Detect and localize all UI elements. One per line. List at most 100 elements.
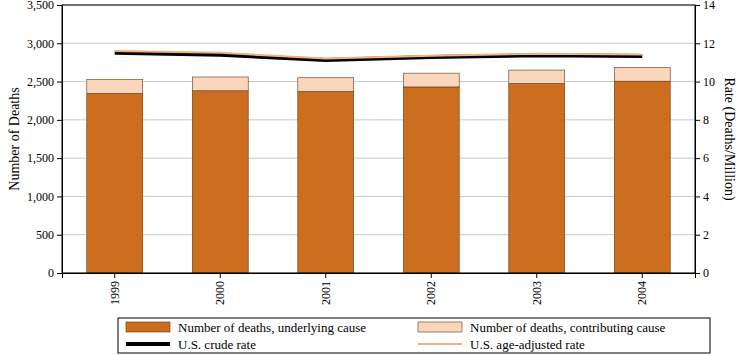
tick-mark [57, 235, 62, 236]
tick-label: 2002 [424, 281, 438, 305]
tick-mark [57, 196, 62, 197]
legend-label: Number of deaths, contributing cause [470, 320, 666, 335]
grid-line [62, 43, 695, 44]
tick: 6 [695, 151, 709, 165]
tick-mark [114, 273, 115, 278]
axis-line [57, 6, 63, 274]
tick-mark [57, 43, 62, 44]
tick-mark [695, 120, 700, 121]
y-axis-title: Number of Deaths [7, 87, 22, 190]
tick: 1,000 [27, 190, 62, 204]
tick: 3,500 [27, 0, 62, 12]
tick-mark [325, 273, 326, 278]
tick-mark [57, 273, 62, 274]
tick: 1999 [108, 273, 122, 305]
tick: 500 [36, 228, 62, 242]
tick-mark [695, 43, 700, 44]
y2-axis: 0 2 4 6 8 10 12 14 [695, 0, 715, 280]
tick-mark [431, 273, 432, 278]
legend-swatch [126, 342, 170, 346]
legend-swatch [126, 322, 170, 332]
tick: 8 [695, 113, 709, 127]
grid [62, 5, 695, 273]
bar [87, 80, 143, 94]
tick: 2 [695, 228, 709, 242]
tick-label: 10 [703, 75, 715, 89]
bar-series [87, 67, 670, 93]
grid-line [62, 119, 695, 120]
grid-line [62, 234, 695, 235]
tick-mark [695, 235, 700, 236]
tick-label: 1,500 [27, 151, 54, 165]
tick-label: 3,500 [27, 0, 54, 12]
tick-mark [220, 273, 221, 278]
axis-line [696, 6, 701, 274]
tick: 1,500 [27, 151, 62, 165]
bar [192, 77, 248, 91]
bar-series [87, 81, 670, 273]
bar [614, 81, 670, 273]
bar [298, 92, 354, 273]
tick: 12 [695, 37, 715, 51]
grid-line [62, 158, 695, 159]
tick-mark [695, 82, 700, 83]
tick: 2000 [213, 273, 227, 305]
tick-label: 2004 [635, 281, 649, 305]
tick-label: 3,000 [27, 37, 54, 51]
plot-frame [62, 5, 695, 273]
tick-label: 1999 [108, 281, 122, 305]
tick-label: 4 [703, 190, 709, 204]
bar [403, 73, 459, 87]
bar [298, 78, 354, 92]
bar [403, 87, 459, 273]
bar [87, 93, 143, 273]
tick: 2,000 [27, 113, 62, 127]
tick: 2003 [530, 273, 544, 305]
bar [614, 67, 670, 81]
y-axis: 0 500 1,000 1,500 2,000 2,500 3,000 3,500 [27, 0, 63, 280]
tick-label: 2,000 [27, 113, 54, 127]
tick-label: 14 [703, 0, 715, 12]
tick-label: 2001 [319, 281, 333, 305]
grid-line [62, 81, 695, 82]
tick-label: 2003 [530, 281, 544, 305]
legend-box [118, 318, 710, 353]
tick-label: 2 [703, 228, 709, 242]
tick: 0 [695, 266, 709, 280]
tick: 0 [48, 266, 62, 280]
legend-swatch [418, 343, 462, 345]
legend-swatch [418, 322, 462, 332]
tick-label: 0 [703, 266, 709, 280]
tick-label: 1,000 [27, 190, 54, 204]
tick: 3,000 [27, 37, 62, 51]
tick-label: 6 [703, 151, 709, 165]
axis-line [63, 274, 696, 279]
tick-mark [642, 273, 643, 278]
tick: 2001 [319, 273, 333, 305]
tick: 2,500 [27, 75, 62, 89]
tick-label: 8 [703, 113, 709, 127]
legend-label: U.S. crude rate [178, 337, 256, 352]
tick-label: 2000 [213, 281, 227, 305]
tick: 14 [695, 0, 715, 12]
tick: 2002 [424, 273, 438, 305]
tick: 2004 [635, 273, 649, 305]
tick-label: 0 [48, 266, 54, 280]
tick-mark [57, 158, 62, 159]
legend-label: Number of deaths, underlying cause [178, 320, 366, 335]
chart: 0 500 1,000 1,500 2,000 2,500 3,000 3,500 0 2 4 6 8 1… [0, 0, 741, 355]
tick-mark [57, 5, 62, 6]
tick-label: 500 [36, 228, 54, 242]
tick-mark [695, 196, 700, 197]
tick-mark [695, 5, 700, 6]
tick-mark [57, 82, 62, 83]
legend-label: U.S. age-adjusted rate [470, 337, 585, 352]
tick-label: 12 [703, 37, 715, 51]
tick-mark [57, 120, 62, 121]
tick: 4 [695, 190, 709, 204]
tick: 10 [695, 75, 715, 89]
grid-line [62, 196, 695, 197]
tick-mark [695, 158, 700, 159]
legend: Number of deaths, underlying cause Number… [118, 318, 710, 353]
plot-marks [87, 51, 670, 273]
